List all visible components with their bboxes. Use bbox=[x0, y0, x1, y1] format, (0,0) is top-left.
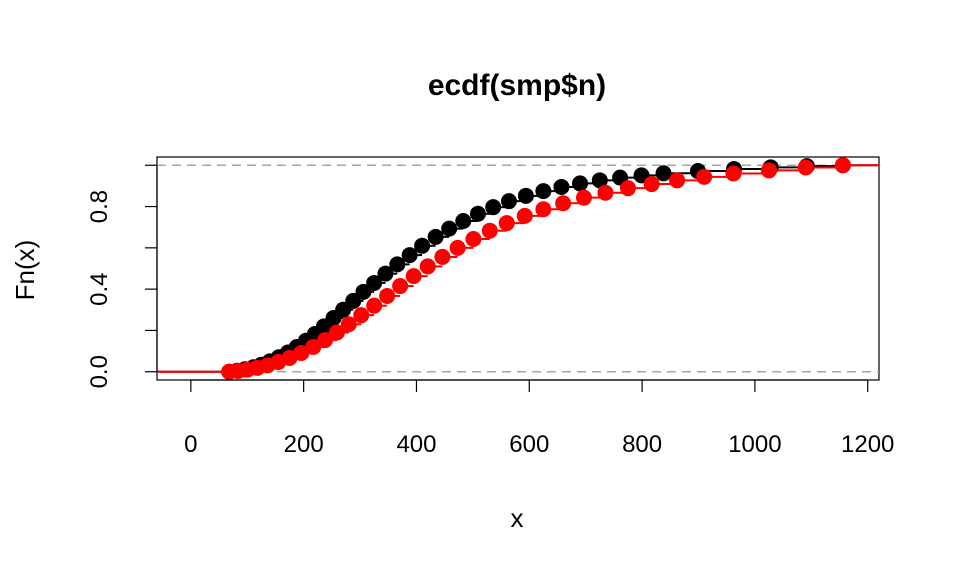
data-point bbox=[696, 168, 713, 185]
data-point bbox=[366, 274, 383, 291]
x-tick-label: 400 bbox=[396, 431, 436, 458]
data-point bbox=[575, 189, 592, 206]
reference-lines bbox=[157, 164, 879, 373]
data-point bbox=[353, 307, 370, 324]
data-point bbox=[305, 338, 322, 355]
data-point bbox=[655, 165, 672, 182]
data-point bbox=[761, 162, 778, 179]
data-point bbox=[535, 201, 552, 218]
y-tick-label: 0.8 bbox=[86, 190, 113, 223]
data-point bbox=[405, 268, 422, 285]
data-point bbox=[517, 187, 534, 204]
data-point bbox=[591, 172, 608, 189]
data-point bbox=[498, 215, 515, 232]
data-point bbox=[449, 239, 466, 256]
x-tick-label: 600 bbox=[509, 431, 549, 458]
data-point bbox=[500, 193, 517, 210]
data-point bbox=[669, 172, 686, 189]
x-tick-label: 0 bbox=[184, 431, 197, 458]
data-point bbox=[389, 256, 406, 273]
data-point bbox=[441, 220, 458, 237]
x-axis-label: x bbox=[511, 503, 524, 533]
data-point bbox=[643, 176, 660, 193]
y-axis: 0.0 0.4 0.8 bbox=[86, 164, 158, 388]
data-point bbox=[553, 178, 570, 195]
data-point bbox=[572, 175, 589, 192]
data-point bbox=[516, 207, 533, 224]
y-axis-label: Fn(x) bbox=[10, 240, 40, 301]
data-point bbox=[485, 199, 502, 216]
data-point bbox=[340, 316, 357, 333]
data-point bbox=[455, 213, 472, 230]
data-point bbox=[414, 237, 431, 254]
data-point bbox=[535, 183, 552, 200]
data-point bbox=[419, 258, 436, 275]
x-tick-label: 800 bbox=[622, 431, 662, 458]
data-series bbox=[157, 157, 879, 380]
data-point bbox=[328, 324, 345, 341]
x-tick-label: 1000 bbox=[728, 431, 781, 458]
data-point bbox=[355, 283, 372, 300]
data-point bbox=[379, 287, 396, 304]
data-point bbox=[834, 157, 851, 174]
chart-title: ecdf(smp$n) bbox=[428, 69, 606, 102]
series-1 bbox=[157, 157, 879, 380]
data-point bbox=[481, 222, 498, 239]
plot-frame bbox=[156, 156, 880, 381]
data-point bbox=[377, 265, 394, 282]
x-tick-label: 1200 bbox=[841, 431, 894, 458]
data-point bbox=[597, 184, 614, 201]
data-point bbox=[392, 278, 409, 295]
series-2 bbox=[157, 157, 879, 380]
data-point bbox=[797, 159, 814, 176]
y-tick-label: 0.4 bbox=[86, 272, 113, 305]
x-tick-label: 200 bbox=[284, 431, 324, 458]
data-point bbox=[366, 297, 383, 314]
data-point bbox=[619, 180, 636, 197]
y-tick-label: 0.0 bbox=[86, 355, 113, 388]
data-point bbox=[725, 165, 742, 182]
data-point bbox=[469, 205, 486, 222]
data-point bbox=[555, 195, 572, 212]
x-axis: 0 200 400 600 800 1000 1200 bbox=[184, 379, 894, 458]
data-point bbox=[434, 248, 451, 265]
data-point bbox=[401, 247, 418, 264]
data-point bbox=[317, 332, 334, 349]
data-point bbox=[465, 230, 482, 247]
data-point bbox=[427, 228, 444, 245]
data-point bbox=[293, 344, 310, 361]
